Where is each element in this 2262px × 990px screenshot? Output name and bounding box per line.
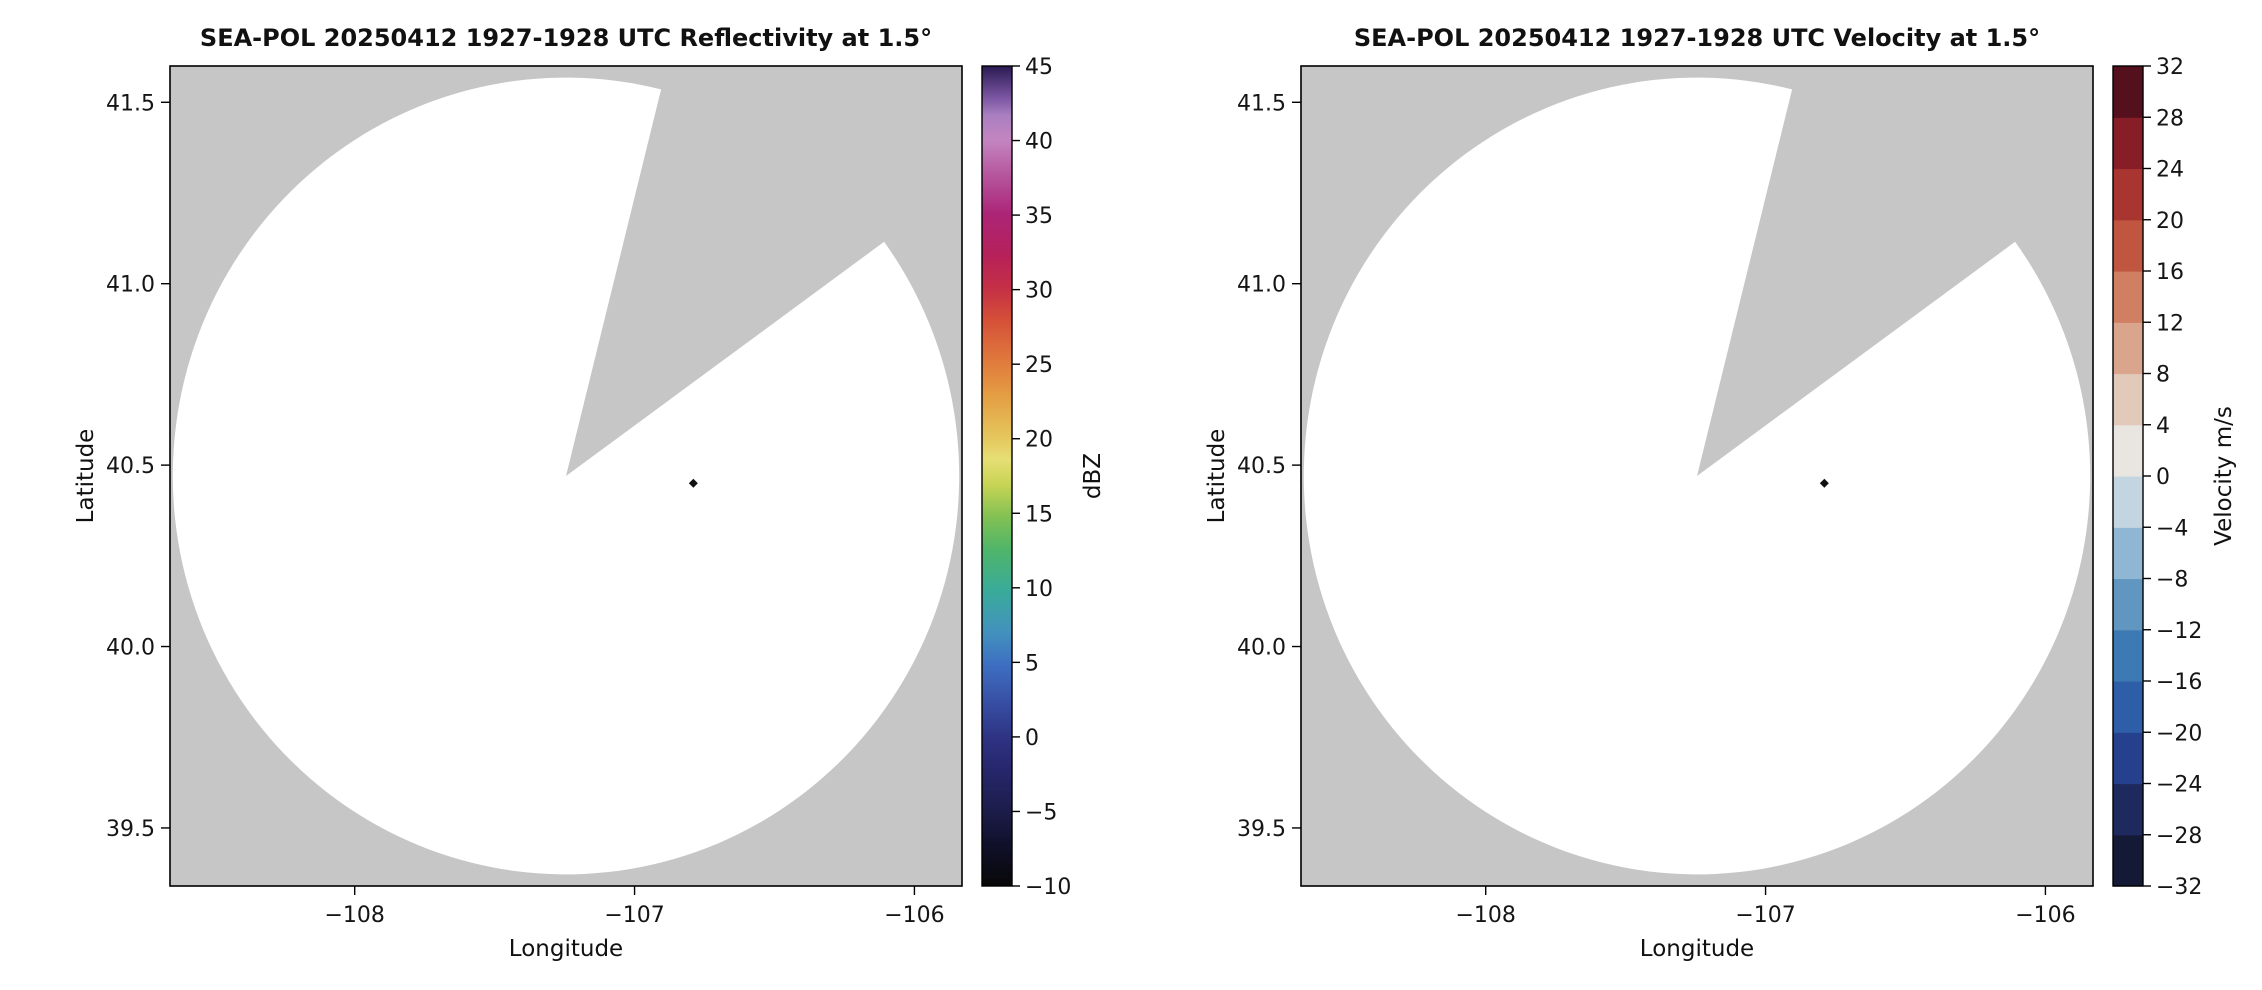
colorbar-tick-label: 4	[2156, 414, 2170, 439]
colorbar-tick-label: 45	[1025, 55, 1053, 80]
colorbar-tick-label: −32	[2156, 875, 2202, 900]
colorbar-frame	[981, 65, 1013, 887]
reflectivity-ppi-plot: −108 −107 −106 39.5 40.0 40.5 41.0 41.5 45 40 35 30…	[106, 55, 1071, 928]
colorbar-band	[2113, 629, 2143, 682]
x-tick-label: −106	[2015, 903, 2075, 928]
colorbar-band	[2113, 578, 2143, 631]
colorbar-tick-label: −5	[1025, 800, 1057, 825]
x-axis-ticks: −108 −107 −106	[324, 886, 945, 928]
y-axis-label: Latitude	[1204, 428, 1230, 524]
x-tick-label: −107	[604, 903, 664, 928]
y-tick-label: 39.5	[1237, 817, 1286, 842]
colorbar-band	[2113, 424, 2143, 477]
colorbar-tick-label: 20	[1025, 428, 1053, 453]
coverage-disc	[172, 77, 960, 875]
colorbar-tick-label: 35	[1025, 204, 1053, 229]
colorbar-band	[2113, 681, 2143, 733]
colorbar-tick-label: −28	[2156, 824, 2202, 849]
y-tick-label: 40.5	[1237, 454, 1286, 479]
colorbar-tick-label: 15	[1025, 502, 1053, 527]
colorbar-tick-label: −8	[2156, 568, 2188, 593]
colorbar-label: Velocity m/s	[2211, 406, 2237, 546]
colorbar-tick-label: −4	[2156, 516, 2188, 541]
x-tick-label: −106	[884, 903, 944, 928]
colorbar-band	[2113, 732, 2143, 785]
colorbar-tick-label: −16	[2156, 670, 2202, 695]
y-tick-label: 39.5	[106, 817, 155, 842]
colorbar-gradient	[982, 66, 1012, 886]
colorbar-band	[2113, 322, 2143, 375]
colorbar-tick-label: −24	[2156, 773, 2202, 798]
plot-frame	[169, 65, 963, 887]
y-axis-label: Latitude	[73, 428, 99, 524]
colorbar-tick-label: 12	[2156, 311, 2184, 336]
colorbar-band	[2113, 219, 2143, 272]
colorbar-tick-label: 40	[1025, 130, 1053, 155]
plot-title: SEA-POL 20250412 1927-1928 UTC Reflectiv…	[199, 24, 933, 52]
colorbar-tick-label: 0	[2156, 465, 2170, 490]
colorbar-band	[2113, 117, 2143, 170]
colorbar-band	[2113, 783, 2143, 836]
colorbar-band	[2113, 527, 2143, 580]
x-axis-label: Longitude	[1639, 936, 1755, 962]
colorbar-tick-label: −12	[2156, 619, 2202, 644]
colorbar-band	[2113, 168, 2143, 221]
radar-coverage-area	[172, 77, 960, 875]
colorbar-tick-label: 30	[1025, 279, 1053, 304]
site-marker-diamond	[688, 478, 698, 488]
velocity-ppi-plot: −108 −107 −106 39.5 40.0 40.5 41.0 41.5 32 28 24 20…	[1237, 55, 2202, 928]
plot-frame	[1300, 65, 2094, 887]
colorbar-band	[2113, 476, 2143, 528]
colorbar-tick-label: 8	[2156, 363, 2170, 388]
colorbar-label: dBZ	[1080, 452, 1106, 500]
coverage-disc	[1303, 77, 2091, 875]
y-axis-ticks: 39.5 40.0 40.5 41.0 41.5	[1237, 91, 1301, 842]
colorbar-tick-label: 20	[2156, 209, 2184, 234]
y-tick-label: 41.0	[1237, 273, 1286, 298]
x-tick-label: −108	[1455, 903, 1515, 928]
y-tick-label: 41.5	[106, 91, 155, 116]
colorbar-band	[2113, 373, 2143, 426]
x-tick-label: −108	[324, 903, 384, 928]
y-tick-label: 40.5	[106, 454, 155, 479]
colorbar-tick-label: 28	[2156, 106, 2184, 131]
y-tick-label: 41.0	[106, 273, 155, 298]
colorbar-tick-label: −10	[1025, 875, 1071, 900]
colorbar-tick-label: 32	[2156, 55, 2184, 80]
colorbar-band	[2113, 834, 2143, 887]
x-axis-ticks: −108 −107 −106	[1455, 886, 2076, 928]
y-tick-label: 40.0	[106, 636, 155, 661]
colorbar-tick-label: −20	[2156, 721, 2202, 746]
x-axis-label: Longitude	[508, 936, 624, 962]
panel-velocity: −108 −107 −106 39.5 40.0 40.5 41.0 41.5 32 28 24 20…	[1131, 0, 2262, 990]
colorbar: 45 40 35 30 25 20 15 10 5 0 −5 −10	[981, 55, 1071, 900]
y-axis-ticks: 39.5 40.0 40.5 41.0 41.5	[106, 91, 170, 842]
radar-coverage-area	[1303, 77, 2091, 875]
colorbar-tick-label: 10	[1025, 577, 1053, 602]
colorbar-tick-label: 16	[2156, 260, 2184, 285]
site-marker-diamond	[1819, 478, 1829, 488]
panel-reflectivity: −108 −107 −106 39.5 40.0 40.5 41.0 41.5 45 40 35 30…	[73, 24, 1106, 962]
y-tick-label: 41.5	[1237, 91, 1286, 116]
colorbar: 32 28 24 20 16 12 8 4 0 −4 −8 −12 −16 −20 −24 −28 −32	[2112, 55, 2202, 900]
colorbar-tick-label: 25	[1025, 353, 1053, 378]
colorbar-tick-label: 24	[2156, 158, 2184, 183]
colorbar-band	[2113, 66, 2143, 118]
y-tick-label: 40.0	[1237, 636, 1286, 661]
colorbar-tick-label: 0	[1025, 726, 1039, 751]
x-tick-label: −107	[1735, 903, 1795, 928]
plot-title: SEA-POL 20250412 1927-1928 UTC Velocity …	[1353, 24, 2041, 52]
colorbar-tick-label: 5	[1025, 651, 1039, 676]
colorbar-band	[2113, 271, 2143, 323]
